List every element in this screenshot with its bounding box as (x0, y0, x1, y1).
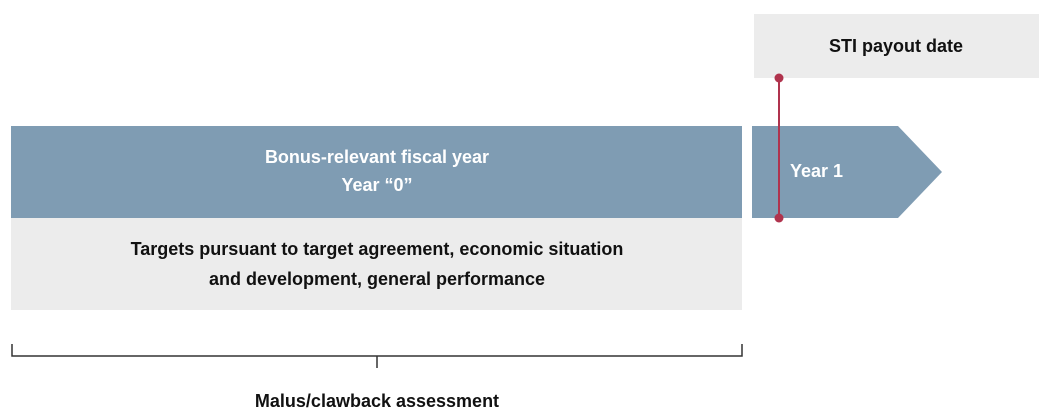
year1-arrow (752, 126, 942, 218)
targets-box (11, 218, 742, 310)
fiscal-year-line2: Year “0” (341, 175, 412, 195)
targets-line1: Targets pursuant to target agreement, ec… (131, 239, 624, 259)
fiscal-year-line1: Bonus-relevant fiscal year (265, 147, 489, 167)
targets-line2: and development, general performance (209, 269, 545, 289)
marker-dot (774, 213, 784, 223)
fiscal-year-bar (11, 126, 742, 218)
assessment-bracket (11, 344, 743, 368)
marker-dot (774, 73, 784, 83)
payout-label: STI payout date (829, 36, 963, 56)
year1-label: Year 1 (790, 161, 843, 181)
assessment-label: Malus/clawback assessment (255, 391, 499, 411)
payout-box (754, 14, 1039, 78)
